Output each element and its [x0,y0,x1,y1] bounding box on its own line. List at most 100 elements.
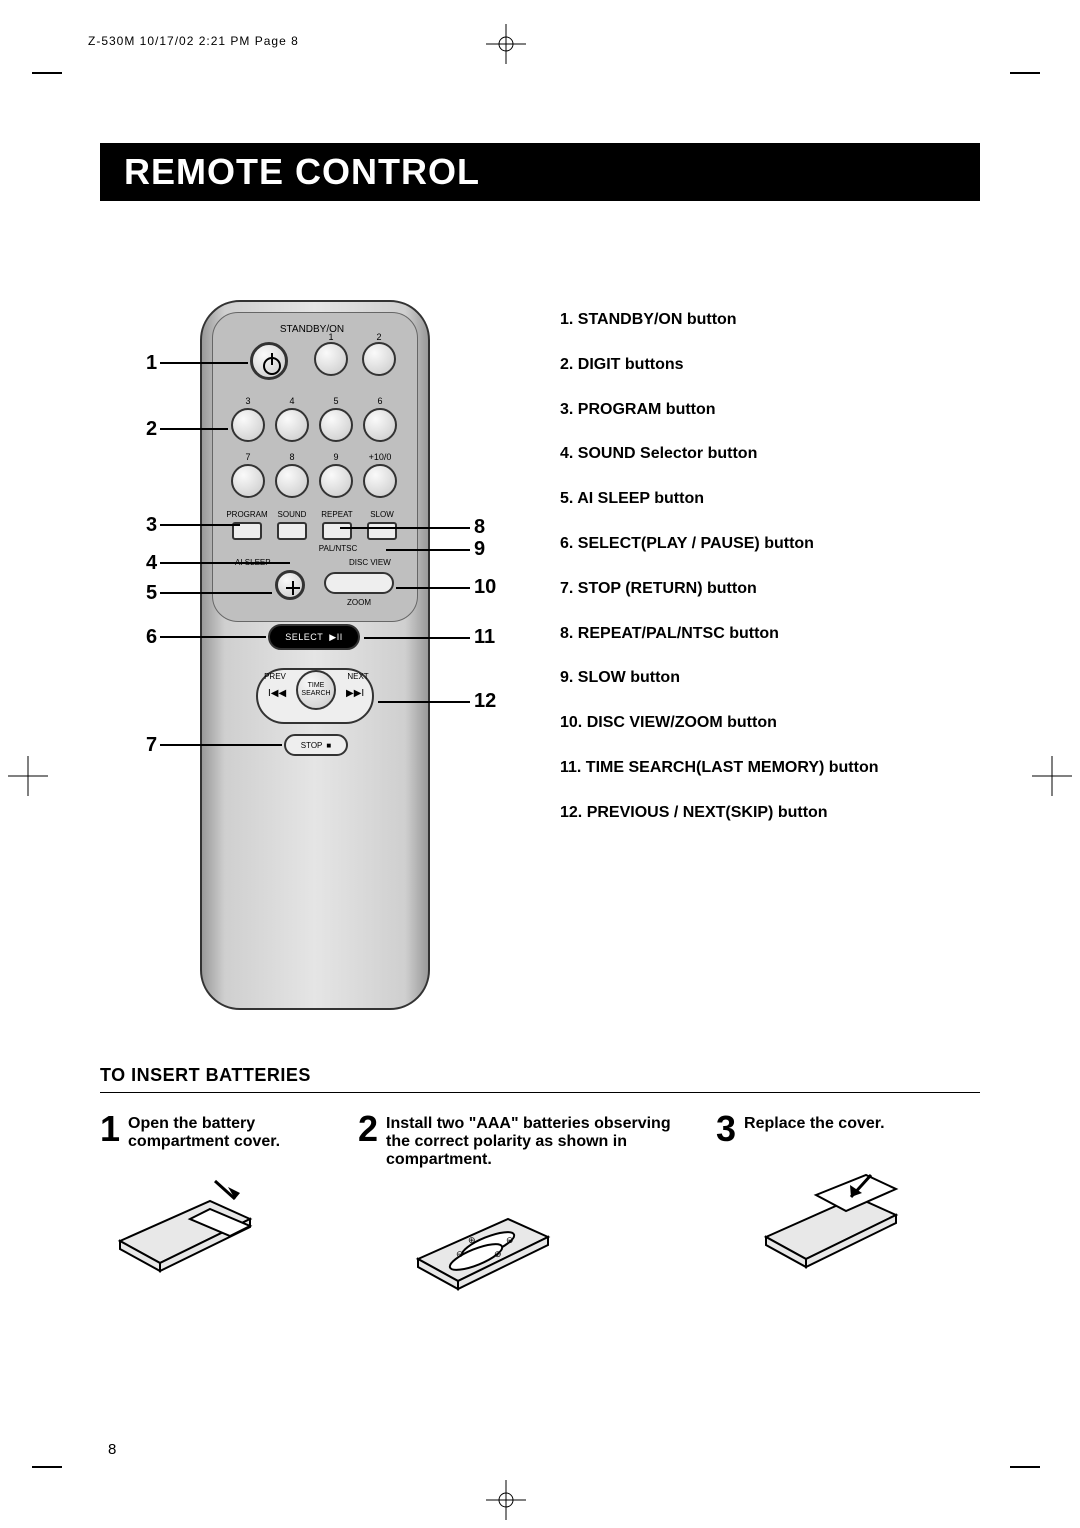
crop-tr [1010,72,1040,74]
svg-text:⊕: ⊕ [494,1249,502,1259]
callout-r-12: 12 [474,690,496,713]
stop-button: STOP ■ [284,734,348,756]
crop-br [1010,1466,1040,1468]
select-button: SELECT ▶II [268,624,360,650]
sound-button [277,522,307,540]
registration-mark-top [486,24,526,64]
disc-view-button [324,572,394,594]
registration-mark-bottom [486,1480,526,1520]
select-label: SELECT [285,632,323,642]
play-pause-icon: ▶II [329,632,342,643]
digit-3-label: 3 [223,396,273,406]
callout-l-6: 6 [146,626,157,649]
battery-section: TO INSERT BATTERIES 1 Open the battery c… [100,1065,980,1304]
prev-icon: I◀◀ [268,688,286,699]
digit-7-label: 7 [223,452,273,462]
print-header: Z-530M 10/17/02 2:21 PM Page 8 [88,34,299,48]
lead-l-2 [160,428,228,430]
slow-button [367,522,397,540]
battery-step-2: 2 Install two "AAA" batteries observing … [358,1111,698,1304]
program-label: PROGRAM [222,510,272,519]
digit-5-button [319,408,353,442]
step-3-text: Replace the cover. [744,1115,885,1133]
time-search-button: TIME SEARCH [296,670,336,710]
remote-diagram: STANDBY/ON 1 2 3 4 5 6 7 8 9 +10/0 PROGR… [100,300,520,1020]
feature-item: 2. DIGIT buttons [560,343,879,388]
crop-bl [32,1466,62,1468]
lead-r-11 [364,637,470,639]
prev-label: PREV [250,672,300,681]
step-2-num: 2 [358,1111,378,1147]
feature-item: 1. STANDBY/ON button [560,298,879,343]
callout-l-7: 7 [146,734,157,757]
zoom-label: ZOOM [334,598,384,607]
feature-item: 10. DISC VIEW/ZOOM button [560,701,879,746]
lead-l-3 [160,524,240,526]
step-1-image [100,1171,270,1281]
digit-10-label: +10/0 [355,452,405,462]
registration-mark-right [1032,756,1072,796]
feature-item: 9. SLOW button [560,656,879,701]
digit-3-button [231,408,265,442]
callout-l-2: 2 [146,418,157,441]
digit-8-button [275,464,309,498]
lead-r-8 [340,527,470,529]
step-1-num: 1 [100,1111,120,1147]
digit-4-button [275,408,309,442]
lead-l-4 [160,562,290,564]
sound-label: SOUND [267,510,317,519]
battery-title: TO INSERT BATTERIES [100,1065,980,1093]
digit-9-label: 9 [311,452,361,462]
svg-text:⊖: ⊖ [506,1235,514,1245]
digit-9-button [319,464,353,498]
digit-2-label: 2 [354,332,404,342]
digit-6-button [363,408,397,442]
feature-item: 4. SOUND Selector button [560,432,879,477]
digit-10-button [363,464,397,498]
repeat-button [322,522,352,540]
battery-step-1: 1 Open the battery compartment cover. [100,1111,340,1304]
lead-r-9 [386,549,470,551]
step-2-image: ⊕ ⊖ ⊖ ⊕ [398,1189,568,1299]
ai-sleep-button [275,570,305,600]
crop-tl [32,72,62,74]
callout-r-9: 9 [474,538,485,561]
digit-1-label: 1 [306,332,356,342]
page-number: 8 [108,1441,116,1458]
page-title: REMOTE CONTROL [100,143,980,201]
step-3-image [746,1167,916,1277]
feature-item: 7. STOP (RETURN) button [560,567,879,612]
digit-7-button [231,464,265,498]
callout-l-5: 5 [146,582,157,605]
feature-item: 11. TIME SEARCH(LAST MEMORY) button [560,746,879,791]
feature-item: 8. REPEAT/PAL/NTSC button [560,612,879,657]
svg-text:⊖: ⊖ [456,1249,464,1259]
stop-label: STOP [301,741,323,750]
callout-r-10: 10 [474,576,496,599]
step-3-num: 3 [716,1111,736,1147]
lead-r-10 [396,587,470,589]
feature-item: 12. PREVIOUS / NEXT(SKIP) button [560,791,879,836]
feature-item: 6. SELECT(PLAY / PAUSE) button [560,522,879,567]
standby-button [250,342,288,380]
digit-2-button [362,342,396,376]
callout-l-1: 1 [146,352,157,375]
step-2-text: Install two "AAA" batteries observing th… [386,1115,698,1169]
next-icon: ▶▶I [346,688,364,699]
lead-l-1 [160,362,248,364]
digit-8-label: 8 [267,452,317,462]
stop-icon: ■ [326,741,331,750]
lead-r-12 [378,701,470,703]
pal-ntsc-label: PAL/NTSC [313,544,363,553]
lead-l-7 [160,744,282,746]
disc-view-label: DISC VIEW [349,558,399,567]
battery-step-3: 3 Replace the cover. [716,1111,976,1304]
digit-1-button [314,342,348,376]
registration-mark-left [8,756,48,796]
repeat-label: REPEAT [312,510,362,519]
digit-5-label: 5 [311,396,361,406]
callout-l-3: 3 [146,514,157,537]
svg-text:⊕: ⊕ [468,1235,476,1245]
feature-item: 5. AI SLEEP button [560,477,879,522]
slow-label: SLOW [357,510,407,519]
